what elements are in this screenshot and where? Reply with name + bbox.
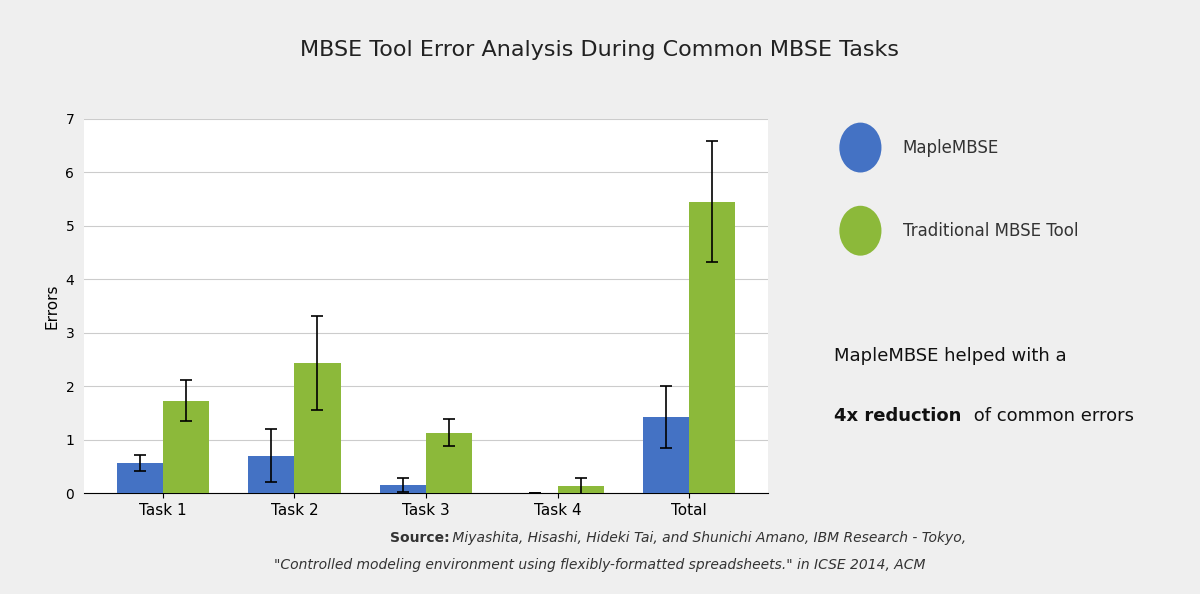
Bar: [294, 363, 341, 493]
Text: of common errors: of common errors: [968, 407, 1134, 425]
Bar: [558, 486, 604, 493]
Bar: [248, 456, 294, 493]
Text: MapleMBSE helped with a: MapleMBSE helped with a: [834, 347, 1067, 365]
Ellipse shape: [839, 122, 882, 172]
Text: Traditional MBSE Tool: Traditional MBSE Tool: [902, 222, 1078, 240]
Text: Miyashita, Hisashi, Hideki Tai, and Shunichi Amano, IBM Research - Tokyo,: Miyashita, Hisashi, Hideki Tai, and Shun…: [448, 530, 966, 545]
Text: "Controlled modeling environment using flexibly-formatted spreadsheets." in ICSE: "Controlled modeling environment using f…: [275, 558, 925, 573]
Text: Source:: Source:: [390, 530, 450, 545]
Bar: [689, 201, 736, 493]
Bar: [643, 417, 689, 493]
Text: MapleMBSE: MapleMBSE: [902, 138, 998, 157]
Bar: [163, 400, 209, 493]
Bar: [380, 485, 426, 493]
Bar: [116, 463, 163, 493]
Text: 4x reduction: 4x reduction: [834, 407, 961, 425]
Text: MBSE Tool Error Analysis During Common MBSE Tasks: MBSE Tool Error Analysis During Common M…: [300, 40, 900, 61]
Bar: [426, 432, 472, 493]
Ellipse shape: [839, 206, 882, 255]
Y-axis label: Errors: Errors: [44, 283, 60, 328]
